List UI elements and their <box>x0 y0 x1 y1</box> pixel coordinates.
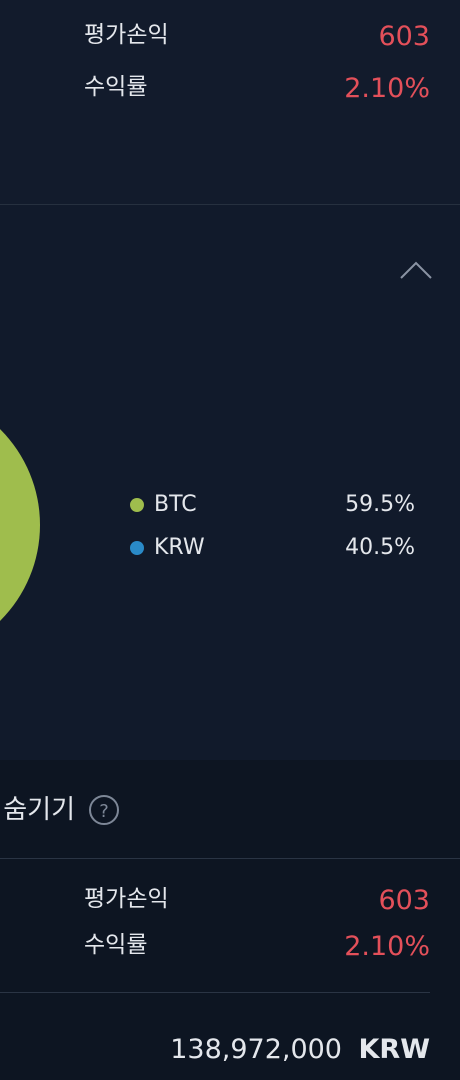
summary-panel <box>0 0 460 205</box>
legend-share: 40.5% <box>345 535 415 560</box>
legend-dot <box>130 498 144 512</box>
pnl-value: 603 <box>378 885 430 916</box>
help-icon[interactable] <box>89 795 119 825</box>
collapse-button[interactable] <box>400 261 432 279</box>
divider <box>0 992 430 993</box>
pnl-label: 평가손익 <box>84 22 169 48</box>
total-amount: 138,972,000 <box>170 1034 342 1065</box>
pnl-value: 603 <box>378 21 430 52</box>
legend-share: 59.5% <box>345 492 415 517</box>
legend-name: BTC <box>154 492 197 517</box>
divider <box>0 858 460 859</box>
pie-chart <box>0 429 40 621</box>
help-icon-glyph: ? <box>99 801 109 822</box>
rate-label: 수익률 <box>84 74 148 100</box>
rate-label: 수익률 <box>84 932 148 958</box>
legend-dot <box>130 541 144 555</box>
rate-value: 2.10% <box>344 931 430 962</box>
rate-value: 2.10% <box>344 73 430 104</box>
legend-name: KRW <box>154 535 205 560</box>
currency: KRW <box>358 1034 431 1065</box>
hide-toggle[interactable]: 숨기기 <box>3 795 75 825</box>
pnl-label: 평가손익 <box>84 886 169 912</box>
bottom-panel <box>0 760 460 1080</box>
